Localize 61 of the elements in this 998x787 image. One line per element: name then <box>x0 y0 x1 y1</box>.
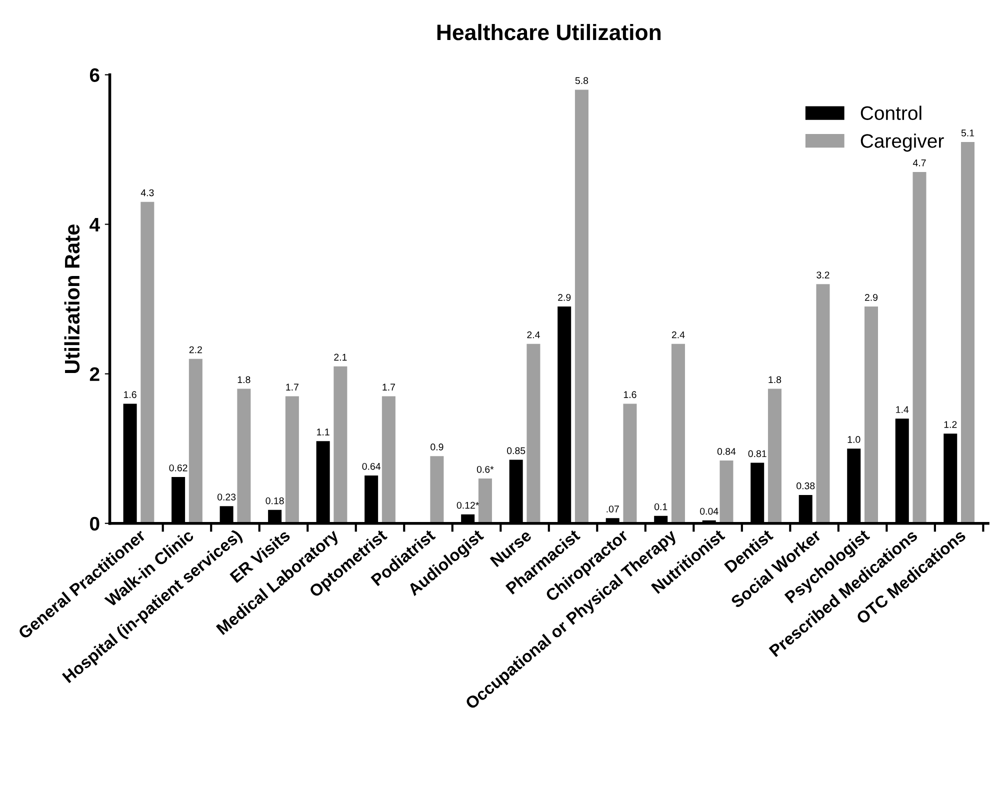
bar <box>671 344 685 524</box>
data-label: 0.9 <box>430 444 444 450</box>
y-tick-label: 4 <box>90 218 100 232</box>
bar <box>526 344 540 524</box>
data-label: 1.7 <box>286 384 298 390</box>
bar <box>720 460 734 524</box>
bar <box>188 358 202 524</box>
data-label: 2.4 <box>527 331 540 338</box>
data-label: 1.8 <box>768 376 782 384</box>
data-label: 1.0 <box>848 436 860 443</box>
data-label: 1.4 <box>896 406 909 413</box>
y-axis-title: Utilization Rate <box>64 224 80 374</box>
data-label: 1.8 <box>238 376 250 384</box>
data-label: 2.1 <box>334 354 347 361</box>
data-label: 0.84 <box>717 448 736 455</box>
bar <box>237 388 251 524</box>
bar <box>334 366 348 524</box>
bar <box>912 172 926 524</box>
data-label: 0.81 <box>748 450 766 458</box>
legend-label: Control <box>860 106 922 120</box>
bar <box>430 456 444 524</box>
data-label: 0.62 <box>169 464 188 472</box>
data-label: 1.6 <box>124 391 136 398</box>
data-label: 0.1 <box>654 503 668 510</box>
data-label: 1.7 <box>382 384 395 390</box>
bar <box>960 142 975 524</box>
bar <box>574 90 588 524</box>
data-label: 0.18 <box>266 497 284 504</box>
data-label: .07 <box>606 506 619 512</box>
data-label: 1.2 <box>944 421 957 428</box>
bar <box>382 396 396 524</box>
data-label: 2.9 <box>864 294 878 301</box>
data-label: 0.85 <box>507 447 526 454</box>
bar <box>623 404 637 524</box>
chart-title: Healthcare Utilization <box>437 24 661 40</box>
data-label: 5.1 <box>961 130 974 136</box>
bar <box>140 202 154 524</box>
data-label: 0.64 <box>362 462 380 470</box>
y-tick-label: 6 <box>90 68 100 82</box>
data-label: 4.7 <box>912 160 926 166</box>
bar <box>478 478 492 524</box>
data-label: 0.04 <box>700 508 718 515</box>
data-label: 0.12* <box>456 502 480 509</box>
data-label: 4.3 <box>140 189 154 196</box>
legend-label: Caregiver <box>860 134 944 152</box>
bar <box>816 284 830 524</box>
data-label: 3.2 <box>816 272 830 278</box>
data-label: 2.9 <box>558 294 571 301</box>
data-label: 0.6* <box>476 466 494 473</box>
data-label: 2.2 <box>189 346 202 354</box>
y-tick-label: 0 <box>90 516 100 531</box>
data-label: 1.1 <box>317 428 330 436</box>
bar <box>285 396 299 524</box>
y-tick-label: 2 <box>90 367 100 381</box>
data-label: 0.38 <box>796 482 815 490</box>
data-label: 1.6 <box>624 391 636 398</box>
bar <box>864 306 878 524</box>
bar <box>768 388 782 524</box>
data-label: 5.8 <box>575 77 588 84</box>
data-label: 2.4 <box>672 331 685 338</box>
data-label: 0.23 <box>217 494 236 500</box>
